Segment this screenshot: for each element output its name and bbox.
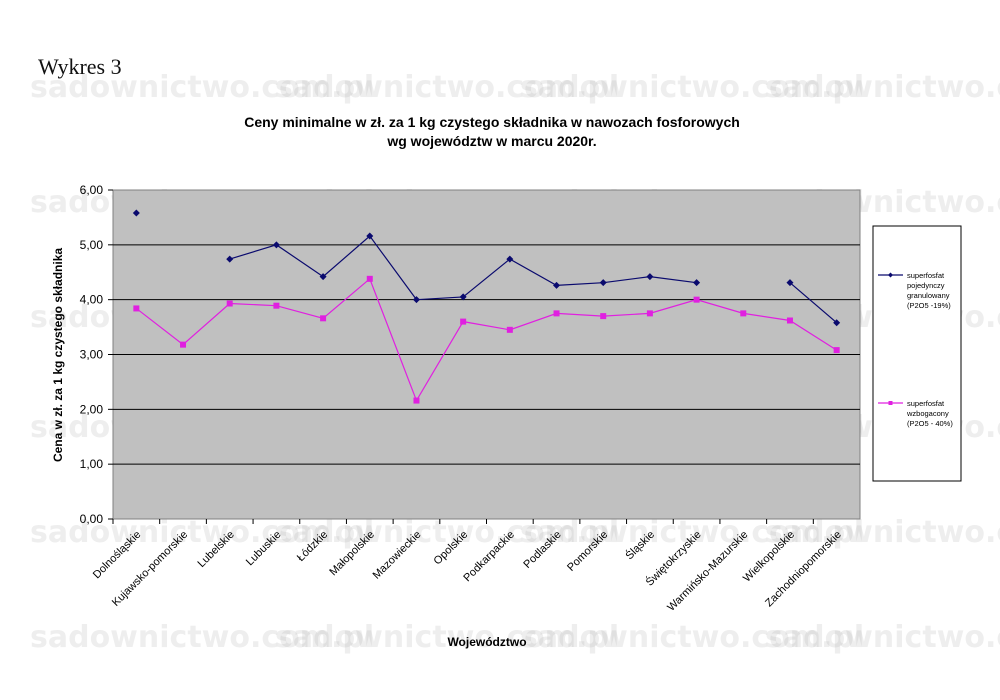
x-tick-label: Mazowieckie	[371, 529, 424, 582]
series-layer	[132, 209, 841, 404]
legend-marker	[888, 401, 893, 405]
data-point	[599, 279, 607, 287]
data-point	[646, 273, 654, 281]
data-point	[320, 315, 327, 322]
legend-label: (P2O5 -19%)	[907, 301, 951, 310]
x-tick-label: Podlaskie	[521, 529, 563, 571]
data-point	[412, 296, 420, 304]
x-axis-label: Województwo	[447, 635, 526, 649]
data-point	[786, 279, 794, 287]
data-point	[366, 275, 373, 282]
data-point	[319, 273, 327, 281]
series-2	[133, 275, 840, 404]
data-point	[180, 341, 187, 348]
legend-label: superfosfat	[907, 399, 945, 408]
series-line	[135, 277, 837, 402]
y-axis-ticks: 0,00 1,00 2,00 3,00 4,00 5,00 6,00	[80, 183, 113, 526]
data-point	[693, 296, 700, 303]
legend-label: (P2O5 - 40%)	[907, 419, 953, 428]
data-point	[460, 318, 467, 325]
data-point	[693, 279, 701, 287]
y-tick-label: 5,00	[80, 238, 104, 252]
y-tick-label: 1,00	[80, 457, 104, 471]
data-point	[506, 326, 513, 333]
legend-box	[872, 225, 962, 482]
x-tick-label: Opolskie	[432, 529, 471, 568]
y-tick-label: 0,00	[80, 512, 104, 526]
x-tick-label: Warmińsko-Mazurskie	[665, 529, 750, 614]
legend-label: wzbogacony	[906, 409, 949, 418]
y-tick-label: 6,00	[80, 183, 104, 197]
series-1	[132, 209, 841, 327]
data-point	[366, 232, 374, 240]
data-point	[506, 255, 514, 263]
y-axis-label: Cena w zł. za 1 kg czystego składnika	[51, 248, 65, 462]
data-point	[132, 209, 140, 217]
data-point	[459, 293, 467, 301]
page-heading: Wykres 3	[38, 54, 122, 79]
x-tick-label: Małopolskie	[327, 529, 377, 579]
legend-label: superfosfat	[907, 271, 945, 280]
x-tick-label: Śląskie	[623, 528, 657, 562]
x-tick-label: Lubelskie	[195, 529, 236, 570]
x-tick-label: Łódzkie	[295, 529, 330, 564]
y-tick-label: 3,00	[80, 348, 104, 362]
data-point	[833, 347, 840, 354]
data-point	[226, 300, 233, 307]
legend-label: granulowany	[907, 291, 950, 300]
data-point	[600, 313, 607, 320]
data-point	[553, 310, 560, 317]
legend-label: pojedynczy	[907, 281, 945, 290]
chart-subtitle: wg województw w marcu 2020r.	[386, 133, 596, 149]
data-point	[553, 281, 561, 289]
legend-marker	[888, 272, 893, 278]
data-point	[413, 397, 420, 404]
series-line	[789, 282, 838, 324]
data-point	[273, 302, 280, 309]
chart-title: Ceny minimalne w zł. za 1 kg czystego sk…	[244, 114, 740, 130]
x-tick-label: Lubuskie	[244, 529, 284, 569]
data-point	[740, 310, 747, 317]
data-point	[226, 255, 234, 263]
data-point	[272, 241, 280, 249]
data-point	[786, 317, 793, 324]
data-point	[646, 310, 653, 317]
x-tick-label: Pomorskie	[565, 529, 610, 574]
data-point	[833, 319, 841, 327]
y-tick-label: 4,00	[80, 293, 104, 307]
gridlines	[113, 244, 860, 465]
data-point	[133, 305, 140, 312]
y-tick-label: 2,00	[80, 402, 104, 416]
